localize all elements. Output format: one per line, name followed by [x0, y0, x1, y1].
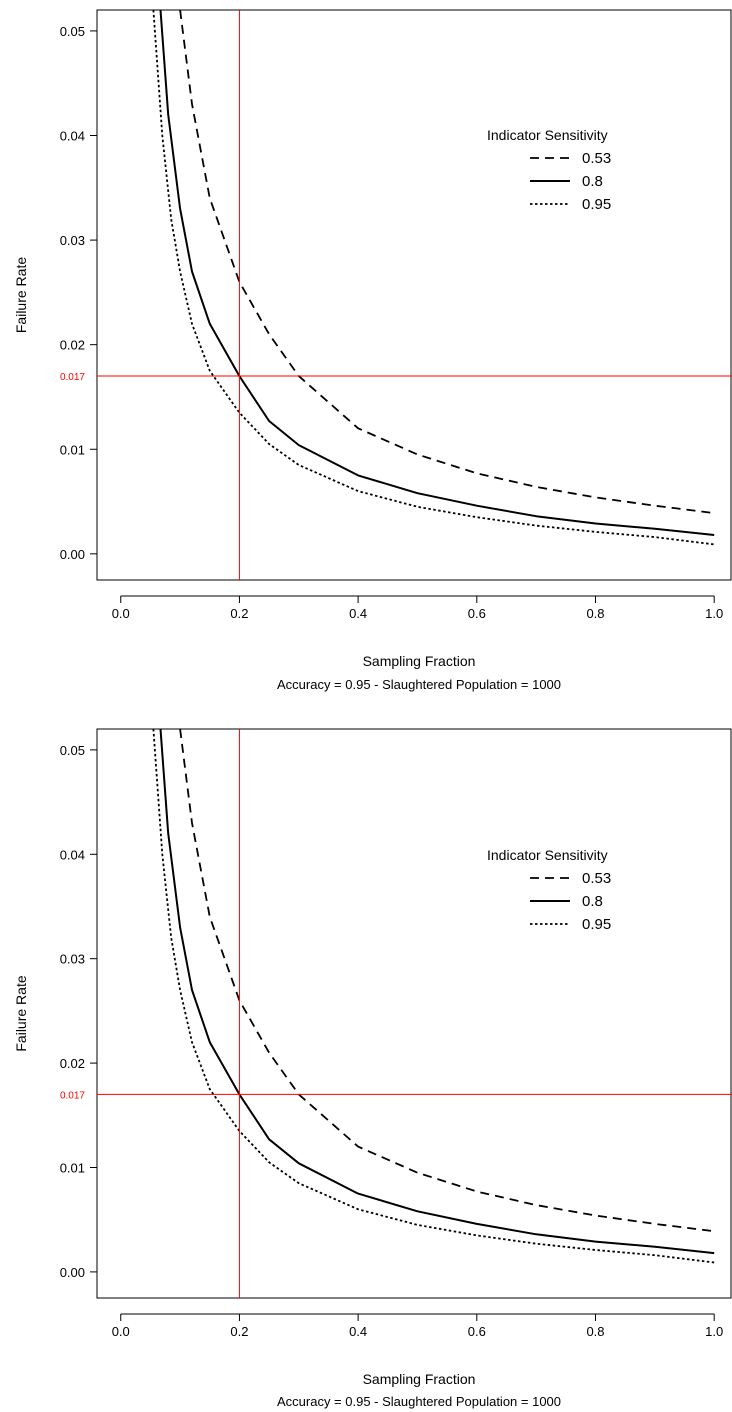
plot-frame [96, 728, 732, 1299]
x-axis: 0.0 0.2 0.4 0.6 0.8 1.0 Sampling Fraction Accur… [112, 1313, 723, 1409]
x-tick-label: 0.4 [349, 606, 367, 621]
legend-label-0.53: 0.53 [582, 870, 611, 887]
series-line-0.95 [152, 729, 715, 1264]
legend-label-0.95: 0.95 [582, 916, 611, 933]
y-tick-label: 0.00 [60, 1265, 85, 1280]
series-group [152, 729, 715, 1264]
y-axis-label: Failure Rate [13, 975, 29, 1051]
x-tick-label: 0.8 [586, 606, 604, 621]
x-tick-label: 0.0 [112, 1324, 130, 1339]
y-tick-label: 0.02 [60, 338, 85, 353]
legend-label-0.8: 0.8 [582, 893, 603, 910]
legend-label-0.8: 0.8 [582, 173, 603, 190]
plot-frame [96, 9, 732, 581]
y-tick-label: 0.01 [60, 1160, 85, 1175]
y-tick-label: 0.03 [60, 952, 85, 967]
y-tick-label: 0.03 [60, 233, 85, 248]
reference-lines: 0.017 [60, 729, 732, 1298]
series-line-0.95 [152, 10, 715, 546]
series-line-0.53 [179, 729, 715, 1233]
series-line-0.8 [159, 729, 715, 1255]
legend: Indicator Sensitivity 0.53 0.8 0.95 [487, 127, 611, 213]
legend-label-0.95: 0.95 [582, 196, 611, 213]
reference-line-label: 0.017 [60, 372, 85, 383]
y-tick-label: 0.01 [60, 442, 85, 457]
x-tick-label: 0.2 [230, 606, 248, 621]
y-tick-label: 0.00 [60, 547, 85, 562]
x-tick-label: 0.0 [112, 606, 130, 621]
x-axis-label: Sampling Fraction [363, 653, 476, 669]
series-line-0.8 [159, 10, 715, 536]
y-axis-label: Failure Rate [13, 257, 29, 333]
x-tick-label: 0.6 [468, 1324, 486, 1339]
y-tick-label: 0.04 [60, 847, 85, 862]
y-tick-label: 0.05 [60, 24, 85, 39]
x-tick-label: 0.8 [586, 1324, 604, 1339]
x-tick-label: 1.0 [705, 1324, 723, 1339]
legend-title: Indicator Sensitivity [487, 127, 608, 143]
x-tick-label: 1.0 [705, 606, 723, 621]
x-axis: 0.0 0.2 0.4 0.6 0.8 1.0 Sampling Fraction Accur… [112, 595, 723, 692]
series-group [152, 10, 715, 546]
legend: Indicator Sensitivity 0.53 0.8 0.95 [487, 847, 611, 933]
y-tick-label: 0.04 [60, 129, 85, 144]
chart-subtitle: Accuracy = 0.95 - Slaughtered Population… [277, 1394, 561, 1409]
y-tick-label: 0.05 [60, 743, 85, 758]
y-axis: 0.00 0.01 0.02 0.03 0.04 0.05 Failure Rate [13, 743, 97, 1280]
series-line-0.53 [179, 10, 715, 514]
x-axis-label: Sampling Fraction [363, 1371, 476, 1387]
y-axis: 0.00 0.01 0.02 0.03 0.04 0.05 Failure Rate [13, 24, 97, 562]
y-tick-label: 0.02 [60, 1056, 85, 1071]
x-tick-label: 0.2 [230, 1324, 248, 1339]
reference-line-label: 0.017 [60, 1090, 85, 1101]
reference-lines: 0.017 [60, 10, 732, 580]
chart-subtitle: Accuracy = 0.95 - Slaughtered Population… [277, 677, 561, 692]
legend-title: Indicator Sensitivity [487, 847, 608, 863]
legend-label-0.53: 0.53 [582, 150, 611, 167]
x-tick-label: 0.4 [349, 1324, 367, 1339]
x-tick-label: 0.6 [468, 606, 486, 621]
